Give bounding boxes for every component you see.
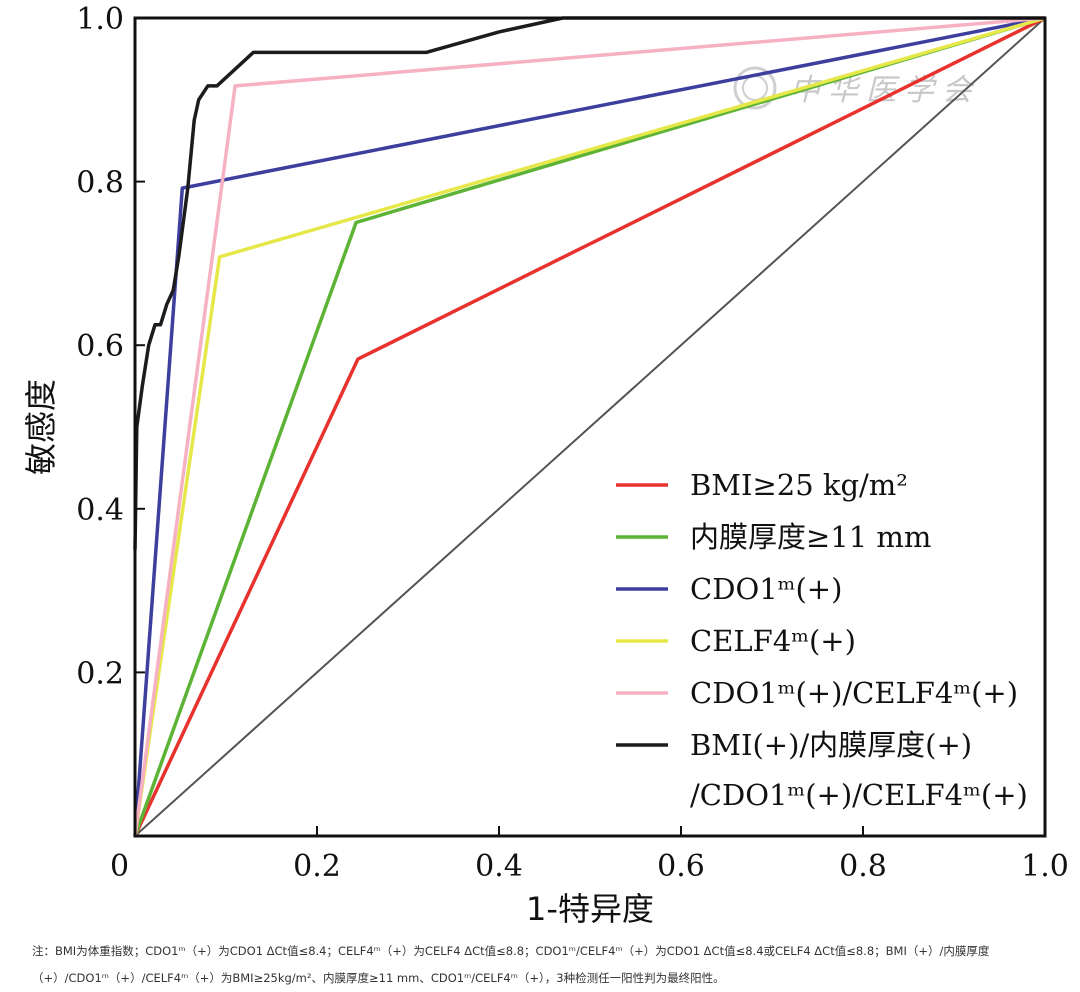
footnote-line-1: 注：BMI为体重指数；CDO1ᵐ（+）为CDO1 ΔCt值≤8.4；CELF4ᵐ… [32,944,990,958]
reference-diagonal-layer [134,17,1046,837]
x-tick-label: 1.0 [1021,849,1069,884]
legend-label-2: 内膜厚度≥11 mm [690,520,931,554]
y-tick-label: 0.8 [76,166,124,201]
series-line-5 [133,16,1046,837]
y-tick-label: 0.2 [76,656,124,691]
x-tick-label: 0.8 [839,849,887,884]
watermark: 中华医学会 [733,66,980,110]
footnote-line-2: （+）/CDO1ᵐ（+）/CELF4ᵐ（+）为BMI≥25kg/m²、内膜厚度≥… [32,971,725,985]
reference-diagonal-line [134,17,1046,837]
y-axis-title: 敏感度 [22,379,60,475]
series-line-6 [133,16,1045,550]
x-axis-title: 1-特异度 [526,890,654,928]
series-line-3 [133,16,1046,837]
y-tick-label: 0.4 [76,493,124,528]
y-tick-label: 1.0 [76,2,124,37]
x-tick-label: 0.6 [657,849,705,884]
legend-label-6-cont: /CDO1ᵐ(+)/CELF4ᵐ(+) [690,778,1028,812]
x-tick-label: 0.4 [475,849,523,884]
legend-label-1: BMI≥25 kg/m² [690,468,908,502]
legend-label-5: CDO1ᵐ(+)/CELF4ᵐ(+) [690,676,1018,710]
ticks-layer: 0 0.2 0.4 0.6 0.8 1.0 0.2 0.4 0.6 0.8 1.0 [76,2,1069,884]
legend-label-6: BMI(+)/内膜厚度(+) [690,728,972,762]
x-tick-label: 0 [110,849,129,884]
watermark-text: 中华医学会 [790,73,980,108]
series-layer [133,16,1046,837]
x-tick-label: 0.2 [293,849,341,884]
plot-frame [133,16,1047,838]
watermark-seal-inner [742,75,768,101]
roc-chart: 中华医学会 0 0.2 0.4 0.6 0.8 1.0 0.2 0.4 0.6 0.8 1.0 1-… [22,2,1069,928]
legend-label-3: CDO1ᵐ(+) [690,572,842,606]
legend-label-4: CELF4ᵐ(+) [690,624,856,658]
series-line-1 [133,16,1046,837]
legend: BMI≥25 kg/m² 内膜厚度≥11 mm CDO1ᵐ(+) CELF4ᵐ(+) C… [616,468,1028,812]
series-line-4 [133,16,1046,837]
y-tick-label: 0.6 [76,329,124,364]
watermark-seal-icon [733,66,777,110]
